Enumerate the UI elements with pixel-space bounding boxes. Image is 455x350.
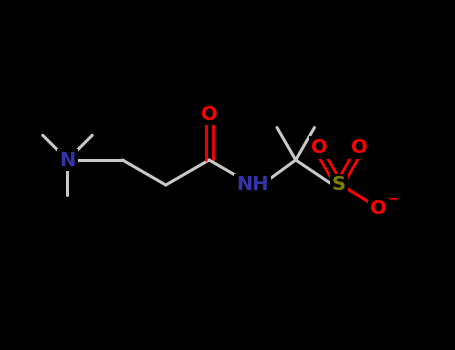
Text: −: − [388,192,399,206]
Text: O: O [351,138,367,158]
Text: N: N [59,150,76,169]
Text: O: O [311,138,327,158]
Text: NH: NH [236,175,268,195]
Text: O: O [370,199,387,218]
Text: S: S [332,175,346,195]
Text: O: O [201,105,217,124]
